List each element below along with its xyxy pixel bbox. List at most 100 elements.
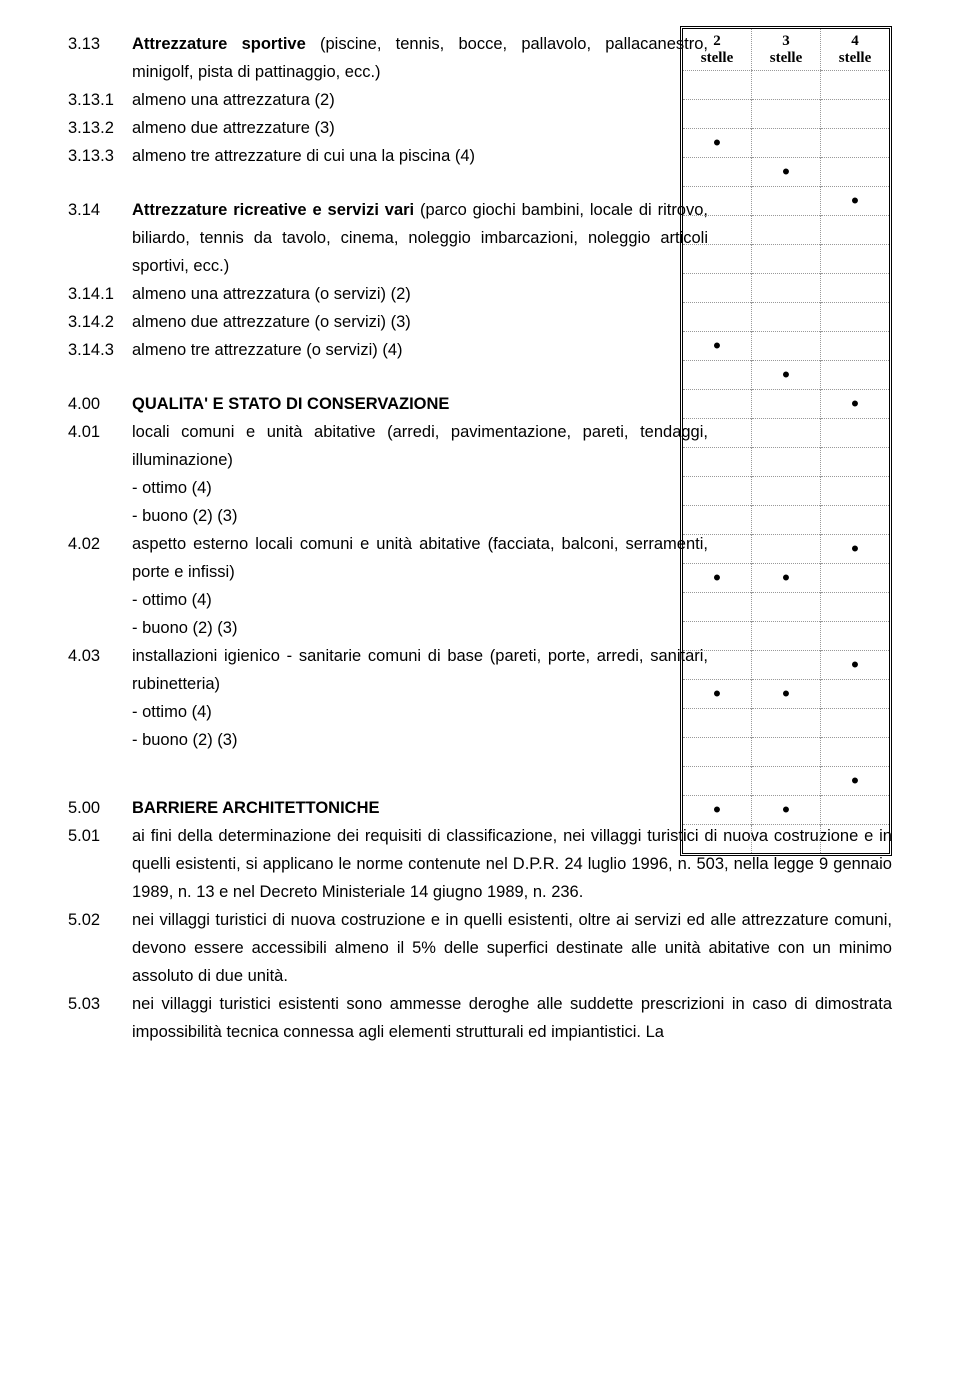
col-4-stelle: 4 stelle (821, 29, 890, 71)
stars-cell (752, 216, 821, 245)
stars-cell (821, 622, 890, 651)
stars-cell (752, 651, 821, 680)
num-3-14-1: 3.14.1 (68, 280, 132, 308)
num-4-03: 4.03 (68, 642, 132, 670)
spacer (68, 170, 708, 196)
txt-ottimo: - ottimo (4) (132, 698, 708, 726)
row-4-01-ottimo: - ottimo (4) (68, 474, 708, 502)
stars-cell (821, 506, 890, 535)
stars-cell: • (752, 564, 821, 593)
stars-cell (683, 361, 752, 390)
stars-table: 2 stelle 3 stelle 4 stelle •••••••••••••… (683, 29, 889, 853)
txt-ottimo: - ottimo (4) (132, 586, 708, 614)
stars-cell (752, 245, 821, 274)
txt-4-00: QUALITA' E STATO DI CONSERVAZIONE (132, 390, 708, 418)
row-3-13-3: 3.13.3almeno tre attrezzature di cui una… (68, 142, 708, 170)
stars-cell (752, 622, 821, 651)
num-4-00: 4.00 (68, 390, 132, 418)
stars-cell (821, 738, 890, 767)
stars-row: • (683, 651, 889, 680)
stars-row (683, 506, 889, 535)
stars-cell (683, 709, 752, 738)
num-3-14: 3.14 (68, 196, 132, 224)
stars-cell (752, 100, 821, 129)
stars-row (683, 100, 889, 129)
stars-row: • (683, 535, 889, 564)
stars-cell: • (821, 535, 890, 564)
stars-row: • (683, 129, 889, 158)
stars-row: • (683, 187, 889, 216)
row-4-01-buono: - buono (2) (3) (68, 502, 708, 530)
stars-cell (683, 419, 752, 448)
stars-cell: • (683, 680, 752, 709)
stars-cell (683, 100, 752, 129)
stars-cell: • (683, 129, 752, 158)
txt-3-13-2: almeno due attrezzature (3) (132, 114, 708, 142)
stars-cell (683, 71, 752, 100)
stars-cell (821, 129, 890, 158)
stars-cell (821, 216, 890, 245)
txt-4-03: installazioni igienico - sanitarie comun… (132, 642, 708, 698)
txt-buono: - buono (2) (3) (132, 502, 708, 530)
stars-row (683, 245, 889, 274)
row-4-01: 4.01locali comuni e unità abitative (arr… (68, 418, 708, 474)
stars-cell (752, 535, 821, 564)
stars-cell (752, 129, 821, 158)
stars-cell (752, 71, 821, 100)
num-3-13-1: 3.13.1 (68, 86, 132, 114)
num-3-13-3: 3.13.3 (68, 142, 132, 170)
stars-cell (821, 158, 890, 187)
txt-3-14-2: almeno due attrezzature (o servizi) (3) (132, 308, 708, 336)
stars-cell (683, 158, 752, 187)
num-3-13: 3.13 (68, 30, 132, 58)
stars-cell (752, 187, 821, 216)
stars-row: •• (683, 796, 889, 825)
stars-cell (821, 709, 890, 738)
txt-4-02: aspetto esterno locali comuni e unità ab… (132, 530, 708, 586)
stars-row (683, 825, 889, 854)
stars-cell (683, 767, 752, 796)
stars-cell (752, 825, 821, 854)
stars-row (683, 709, 889, 738)
txt-ottimo: - ottimo (4) (132, 474, 708, 502)
stars-box: 2 stelle 3 stelle 4 stelle •••••••••••••… (680, 26, 892, 856)
stars-cell (683, 506, 752, 535)
row-4-03-ottimo: - ottimo (4) (68, 698, 708, 726)
txt-4-01: locali comuni e unità abitative (arredi,… (132, 418, 708, 474)
row-3-13-1: 3.13.1almeno una attrezzatura (2) (68, 86, 708, 114)
stars-cell: • (752, 680, 821, 709)
txt-5-02: nei villaggi turistici di nuova costruzi… (132, 906, 892, 990)
row-5-02: 5.02nei villaggi turistici di nuova cost… (68, 906, 892, 990)
stars-cell (683, 216, 752, 245)
stars-cell (821, 564, 890, 593)
num-4-01: 4.01 (68, 418, 132, 446)
stars-row (683, 448, 889, 477)
num-5-01: 5.01 (68, 822, 132, 850)
stars-cell (683, 187, 752, 216)
stars-cell (683, 448, 752, 477)
stars-cell (821, 593, 890, 622)
stars-row (683, 738, 889, 767)
row-4-02-buono: - buono (2) (3) (68, 614, 708, 642)
txt-3-14: Attrezzature ricreative e servizi vari (… (132, 196, 708, 280)
stars-cell (683, 477, 752, 506)
txt-3-13: Attrezzature sportive (piscine, tennis, … (132, 30, 708, 86)
stars-cell: • (821, 390, 890, 419)
stars-cell (821, 332, 890, 361)
stars-row (683, 419, 889, 448)
stars-row: •• (683, 564, 889, 593)
stars-cell (683, 738, 752, 767)
stars-cell (752, 332, 821, 361)
stars-cell (683, 593, 752, 622)
num-5-03: 5.03 (68, 990, 132, 1018)
stars-row (683, 477, 889, 506)
stars-cell: • (821, 187, 890, 216)
stars-row: •• (683, 680, 889, 709)
col-2-stelle: 2 stelle (683, 29, 752, 71)
stars-row (683, 303, 889, 332)
stars-row (683, 216, 889, 245)
stars-cell (821, 680, 890, 709)
row-4-00: 4.00QUALITA' E STATO DI CONSERVAZIONE (68, 390, 708, 418)
stars-row (683, 71, 889, 100)
row-3-13: 3.13 Attrezzature sportive (piscine, ten… (68, 30, 708, 86)
